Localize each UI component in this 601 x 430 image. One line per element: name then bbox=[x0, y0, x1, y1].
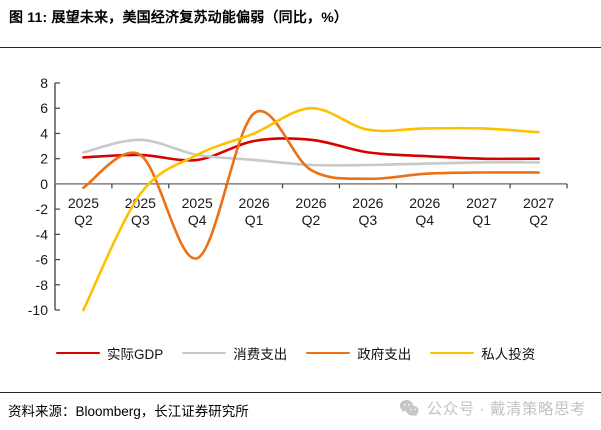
x-axis bbox=[54, 183, 568, 189]
y-tick-label: -4 bbox=[36, 226, 49, 242]
wechat-icon bbox=[399, 399, 419, 417]
source-note: 资料来源：Bloomberg，长江证券研究所 bbox=[8, 404, 249, 419]
series-line-consumption bbox=[82, 138, 540, 167]
legend-item-consumption: 消费支出 bbox=[182, 343, 287, 363]
legend-item-government: 政府支出 bbox=[306, 343, 411, 363]
legend-swatch bbox=[56, 351, 100, 355]
y-tick-label: -2 bbox=[36, 201, 49, 217]
legend-item-investment: 私人投资 bbox=[430, 343, 535, 363]
y-tick-label: -10 bbox=[28, 302, 48, 318]
x-category-label: Q2 bbox=[302, 212, 321, 228]
x-category-label: 2025 bbox=[125, 195, 156, 211]
x-category-label: Q2 bbox=[529, 212, 548, 228]
x-category-label: 2026 bbox=[409, 195, 440, 211]
legend-swatch bbox=[306, 351, 351, 355]
series-lines bbox=[82, 106, 540, 312]
footer-divider bbox=[0, 392, 601, 393]
x-category-label: 2025 bbox=[68, 195, 99, 211]
x-category-label: Q1 bbox=[472, 212, 491, 228]
legend-label: 实际GDP bbox=[107, 347, 164, 362]
y-axis: 8 6 4 2 0 -2 -4 -6 -8 -10 bbox=[28, 75, 60, 318]
watermark: 公众号 · 戴清策略思考 bbox=[399, 397, 586, 419]
series-line-investment bbox=[82, 106, 540, 312]
y-tick-label: 8 bbox=[40, 75, 48, 91]
x-category-label: 2026 bbox=[295, 195, 326, 211]
watermark-text: 公众号 · 戴清策略思考 bbox=[426, 401, 586, 418]
series-line-real-gdp bbox=[82, 137, 540, 162]
x-category-label: 2027 bbox=[523, 195, 554, 211]
chart-legend: 实际GDP 消费支出 政府支出 私人投资 bbox=[56, 342, 576, 364]
series-line-government bbox=[82, 109, 540, 260]
x-category-label: 2027 bbox=[466, 195, 497, 211]
x-category-label: Q4 bbox=[188, 212, 207, 228]
legend-swatch bbox=[182, 351, 227, 355]
x-category-label: Q4 bbox=[415, 212, 434, 228]
x-category-label: 2026 bbox=[352, 195, 383, 211]
line-chart: 86420-2-4-6-8-102025Q22025Q32025Q42026Q1… bbox=[28, 75, 568, 318]
figure-title: 图 11: 展望未来，美国经济复苏动能偏弱（同比，%） bbox=[9, 9, 349, 25]
y-tick-label: 0 bbox=[40, 176, 48, 192]
legend-label: 消费支出 bbox=[233, 347, 288, 362]
y-tick-label: 4 bbox=[40, 125, 48, 141]
y-tick-label: 2 bbox=[40, 151, 48, 167]
y-tick-label: -6 bbox=[36, 252, 49, 268]
legend-swatch bbox=[430, 351, 475, 355]
x-category-label: 2025 bbox=[182, 195, 213, 211]
x-category-label: Q2 bbox=[74, 212, 93, 228]
legend-label: 私人投资 bbox=[481, 347, 536, 362]
y-tick-label: -8 bbox=[36, 277, 49, 293]
x-category-label: Q3 bbox=[359, 212, 378, 228]
x-category-label: 2026 bbox=[239, 195, 270, 211]
legend-item-real-gdp: 实际GDP bbox=[56, 343, 163, 363]
x-category-label: Q3 bbox=[131, 212, 150, 228]
title-divider bbox=[0, 47, 601, 48]
x-category-labels: 2025Q22025Q32025Q42026Q12026Q22026Q32026… bbox=[68, 195, 554, 228]
y-tick-label: 6 bbox=[40, 100, 48, 116]
x-category-label: Q1 bbox=[245, 212, 264, 228]
legend-label: 政府支出 bbox=[357, 347, 412, 362]
